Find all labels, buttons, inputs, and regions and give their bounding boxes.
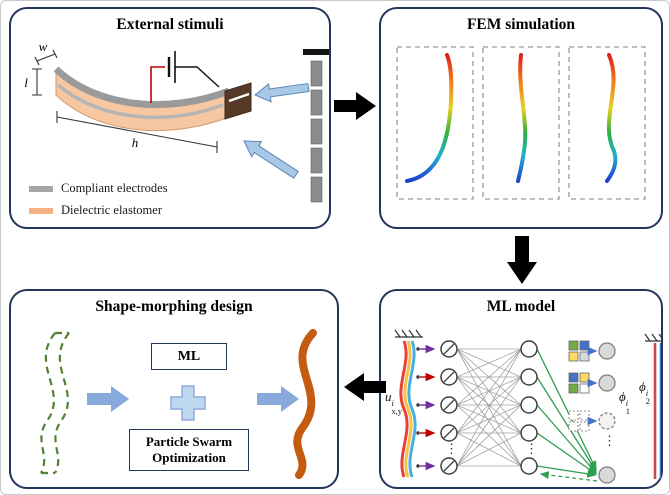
legend: Compliant electrodes Dielectric elastome… (29, 181, 168, 225)
phi-column-ellipsis: ⋮ (603, 433, 616, 448)
panel-title-shape-morphing: Shape-morphing design (95, 298, 253, 315)
input-node (440, 424, 458, 442)
fem-frame-2 (482, 46, 560, 200)
middle-electrode (56, 83, 224, 120)
flow-arrow-left-icon (344, 373, 386, 401)
fem-frames (396, 46, 646, 200)
flow-arrow-right-icon (334, 92, 376, 120)
neural-network-drawing (394, 329, 661, 484)
legend-item-electrodes: Compliant electrodes (29, 181, 168, 196)
legend-item-elastomer: Dielectric elastomer (29, 203, 168, 218)
beam-tip-gap (228, 92, 250, 103)
phi-nodes (598, 342, 616, 484)
hidden-node (520, 340, 538, 358)
strip-sample-arrows (416, 344, 436, 471)
stimulus-arrow-upper (254, 82, 310, 103)
input-node (440, 340, 458, 358)
phi-node-dashed (598, 412, 616, 430)
right-electrode-bars (644, 333, 661, 479)
stimulus-arrows (243, 82, 310, 179)
external-stimuli-drawing: w l h (24, 39, 329, 203)
u-displacement-label: u i x,y (385, 389, 403, 416)
fem-results-drawing (396, 46, 646, 200)
dimension-marks (32, 49, 218, 153)
fem-frame-3 (568, 46, 646, 200)
displacement-strip (399, 340, 417, 478)
elastomer-swatch (29, 207, 53, 214)
fem-frame-1 (396, 46, 474, 200)
hidden-node (520, 424, 538, 442)
nn-hidden-layer (520, 340, 538, 475)
phi-node (598, 374, 616, 392)
panel-title-external-stimuli: External stimuli (116, 16, 224, 33)
nn-input-layer (440, 340, 458, 475)
input-node (440, 368, 458, 386)
stimulus-arrow-lower (243, 140, 299, 179)
shape-morphing-drawing (40, 329, 317, 479)
electrode-swatch (29, 185, 53, 192)
panel-ml-model: ML model (379, 289, 663, 489)
fem-deformed-shape-3 (605, 53, 618, 183)
right-support-hatch (644, 333, 661, 342)
voltage-circuit (150, 51, 220, 103)
process-arrow-right (257, 386, 299, 412)
fem-deformed-shape-2 (516, 53, 528, 183)
left-support-hatch (394, 329, 423, 338)
panel-shape-morphing: Shape-morphing design ML Particle Swarm … (9, 289, 339, 489)
dim-label-l: l (24, 75, 28, 90)
input-node (440, 457, 458, 475)
phi-node (598, 342, 616, 360)
actuator-beam (53, 66, 252, 132)
support-cap (303, 49, 329, 55)
flow-arrow-down-icon (507, 236, 537, 284)
fem-deformed-shape-1 (405, 53, 454, 183)
feature-square-clusters (568, 340, 590, 432)
hidden-node (520, 396, 538, 414)
legend-label-elastomer: Dielectric elastomer (61, 203, 162, 217)
red-wire (150, 66, 165, 103)
panel-title-ml-model: ML model (486, 298, 556, 315)
feature-arrows (587, 346, 598, 426)
fixed-support-column (303, 49, 329, 203)
panel-external-stimuli: External stimuli w l h (9, 7, 331, 229)
hidden-layer-ellipsis: ⋮ (525, 441, 538, 456)
beam-tip-electrode (224, 82, 252, 120)
hidden-node (520, 368, 538, 386)
input-node (440, 396, 458, 414)
nn-output-connections (536, 348, 598, 482)
phi-output-node (598, 466, 616, 484)
pso-box: Particle Swarm Optimization (129, 429, 249, 471)
nn-connections (456, 348, 522, 467)
ml-box: ML (151, 343, 227, 370)
legend-label-electrodes: Compliant electrodes (61, 181, 168, 195)
panel-title-fem-simulation: FEM simulation (466, 16, 576, 33)
hidden-node (520, 457, 538, 475)
process-arrow-left (87, 386, 129, 412)
black-wire (175, 66, 220, 88)
dim-label-h: h (132, 135, 139, 150)
target-shape-dashed (40, 331, 70, 475)
top-electrode (53, 66, 231, 109)
dim-label-w: w (39, 39, 48, 54)
input-layer-ellipsis: ⋮ (445, 441, 458, 456)
plus-icon (170, 385, 206, 421)
panel-fem-simulation: FEM simulation (379, 7, 663, 229)
optimized-shape-solid (293, 329, 317, 479)
